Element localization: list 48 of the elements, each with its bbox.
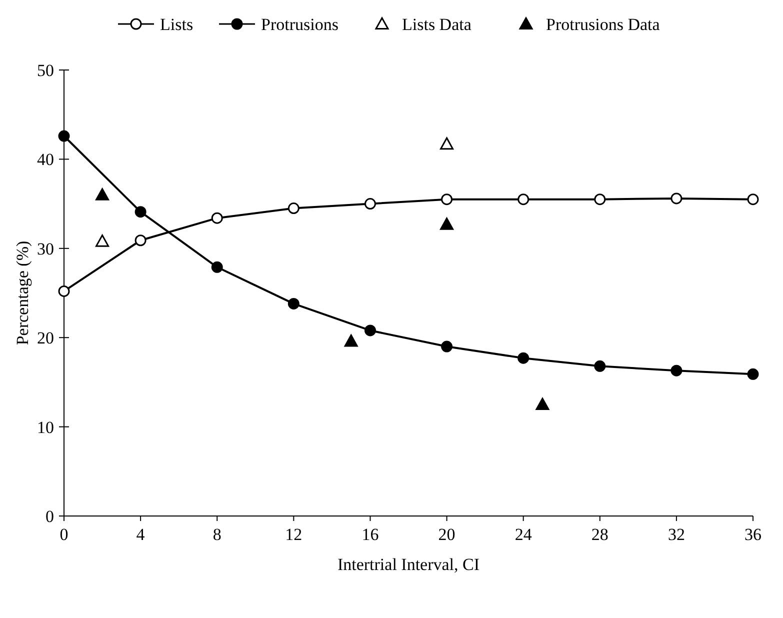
y-tick-label: 20: [37, 328, 54, 348]
x-tick-label: 4: [136, 525, 146, 544]
point: [344, 334, 358, 347]
x-tick-label: 12: [285, 525, 302, 544]
point: [96, 234, 110, 247]
point: [364, 198, 376, 210]
x-tick-label: 24: [514, 525, 532, 544]
point: [211, 212, 223, 224]
x-tick-label: 36: [744, 525, 762, 544]
point: [211, 261, 223, 273]
y-axis-title: Percentage (%): [13, 240, 32, 346]
legend-label: Protrusions: [261, 14, 338, 34]
point: [440, 137, 454, 150]
point: [58, 130, 70, 142]
point: [58, 285, 70, 297]
y-tick-label: 30: [37, 239, 54, 258]
legend-label: Lists: [160, 14, 194, 34]
point: [670, 364, 682, 376]
point: [518, 352, 530, 364]
y-tick-label: 0: [46, 506, 54, 526]
point: [134, 206, 146, 218]
y-tick-label: 50: [37, 60, 54, 80]
point: [441, 194, 453, 206]
point: [441, 340, 453, 352]
point: [518, 194, 530, 206]
x-tick-label: 28: [591, 525, 608, 544]
point: [440, 218, 454, 230]
point: [594, 360, 606, 372]
x-tick-label: 0: [60, 525, 68, 544]
point: [96, 188, 110, 200]
y-tick-label: 10: [37, 418, 54, 437]
point: [134, 234, 146, 246]
x-tick-label: 16: [362, 525, 379, 544]
point: [670, 192, 682, 204]
x-axis-title: Intertrial Interval, CI: [337, 555, 480, 574]
x-tick-label: 8: [212, 525, 222, 544]
point: [594, 194, 606, 206]
point: [747, 368, 759, 380]
point: [288, 202, 300, 214]
point: [288, 298, 300, 310]
point: [364, 324, 376, 336]
legend-label: Protrusions Data: [546, 14, 660, 34]
y-tick-label: 40: [37, 150, 54, 170]
point: [536, 398, 550, 410]
legend-label: Lists Data: [402, 14, 472, 34]
point: [747, 194, 759, 206]
x-tick-label: 32: [668, 525, 685, 544]
x-tick-label: 20: [438, 525, 456, 544]
